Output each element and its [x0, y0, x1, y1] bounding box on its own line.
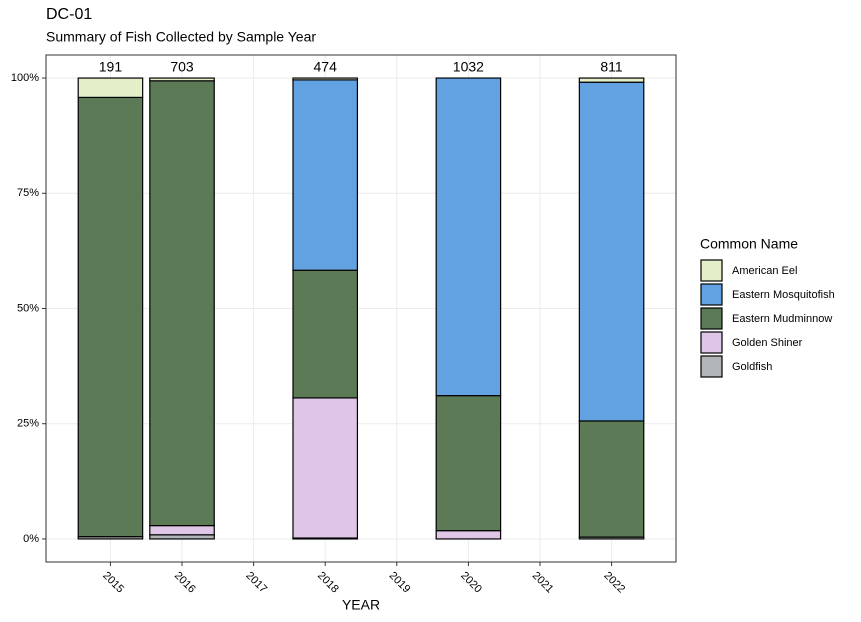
bar-segment [578, 420, 645, 538]
bar-segment [292, 77, 359, 81]
legend-label: Goldfish [732, 361, 772, 373]
bar-segment [149, 80, 215, 527]
legend-swatch [700, 355, 723, 378]
total-label: 1032 [453, 59, 484, 75]
y-tick-label: 0% [23, 533, 39, 545]
y-tick-label: 50% [17, 302, 39, 314]
y-tick-label: 100% [11, 72, 39, 84]
bar-segment [77, 96, 144, 538]
chart-title: DC-01 [46, 6, 92, 23]
total-label: 474 [314, 59, 338, 75]
chart-subtitle: Summary of Fish Collected by Sample Year [46, 29, 316, 45]
bar-segment [578, 77, 645, 83]
legend-title: Common Name [700, 236, 798, 252]
legend-swatch [700, 283, 723, 306]
legend-label: Golden Shiner [732, 337, 803, 349]
legend-label: American Eel [732, 265, 797, 277]
total-label: 191 [99, 59, 123, 75]
bar-segment [149, 524, 215, 536]
panel-border [45, 54, 677, 563]
legend-label: Eastern Mosquitofish [732, 289, 835, 301]
bar-segment [149, 534, 215, 540]
legend-swatch [700, 259, 723, 282]
total-label: 703 [170, 59, 194, 75]
x-axis-label: YEAR [342, 597, 380, 613]
legend-swatch [700, 307, 723, 330]
legend-label: Eastern Mudminnow [732, 313, 832, 325]
bar-segment [435, 530, 502, 540]
bar-segment [292, 269, 359, 399]
bar-segment [435, 395, 502, 532]
bar-segment [292, 397, 359, 539]
bar-segment [149, 77, 215, 82]
total-label: 811 [600, 59, 623, 75]
y-tick-label: 25% [17, 418, 39, 430]
legend-swatch [700, 331, 723, 354]
bar-segment [77, 77, 144, 99]
bar-segment [435, 77, 502, 397]
bar-segment [578, 81, 645, 422]
bar-segment [292, 79, 359, 271]
y-tick-label: 75% [17, 187, 39, 199]
